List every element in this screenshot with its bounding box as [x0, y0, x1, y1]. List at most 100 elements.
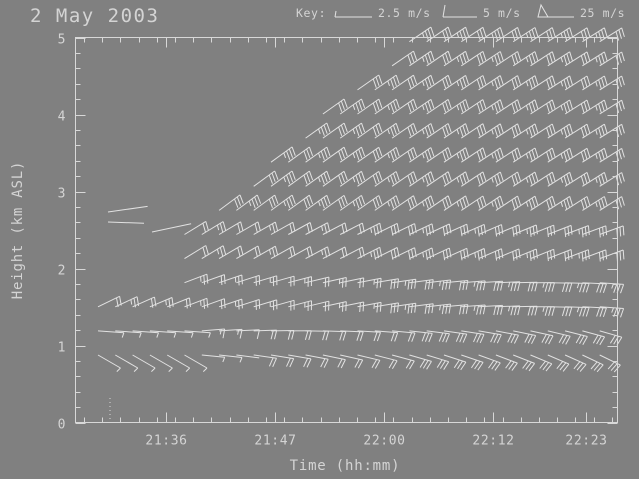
- wind-barb: [564, 27, 591, 43]
- wind-barb: [530, 224, 556, 238]
- wind-barb: [288, 170, 314, 187]
- wind-barb: [357, 122, 383, 139]
- wind-barb: [478, 171, 504, 187]
- wind-barb: [443, 354, 467, 371]
- wind-barb: [426, 50, 452, 67]
- wind-barb: [409, 98, 435, 115]
- y-axis-tick-labels: 0 1 2 3 4 5: [58, 33, 66, 433]
- wind-barb: [409, 195, 435, 211]
- x-tick-label: 21:36: [145, 434, 187, 449]
- wind-barb: [495, 281, 521, 292]
- wind-barb: [564, 249, 590, 262]
- wind-barb: [461, 171, 487, 187]
- wind-barb: [270, 245, 296, 260]
- wind-barb: [426, 354, 450, 370]
- wind-barb: [184, 273, 209, 285]
- wind-barb: [478, 248, 504, 261]
- wind-barb: [201, 354, 226, 363]
- wind-barb: [530, 99, 556, 115]
- wind-barb: [443, 50, 469, 67]
- wind-barb: [322, 354, 346, 369]
- wind-barb: [512, 75, 539, 91]
- x-axis-label: Time (hh:mm): [290, 458, 401, 474]
- wind-barb: [236, 274, 261, 286]
- wind-barb: [478, 51, 504, 67]
- key-symbol-full-barb: [442, 4, 477, 18]
- wind-barb: [391, 74, 418, 91]
- wind-barb: [201, 274, 226, 286]
- wind-barb: [201, 245, 227, 260]
- key-legend: Key: 2.5 m/s 5 m/s 25 m/s: [296, 3, 625, 20]
- wind-barb: [218, 194, 244, 211]
- wind-barb: [530, 123, 556, 139]
- wind-barb: [339, 146, 366, 163]
- wind-barb: [270, 146, 296, 163]
- wind-barb: [513, 281, 538, 292]
- wind-barb: [322, 122, 348, 139]
- wind-barb: [495, 330, 519, 344]
- wind-barb: [582, 51, 608, 67]
- wind-barb: [305, 222, 331, 235]
- wind-barb: [461, 50, 487, 67]
- wind-barb: [582, 171, 608, 187]
- wind-barb: [322, 222, 348, 235]
- wind-barb: [374, 74, 400, 91]
- wind-barb: [409, 147, 435, 163]
- wind-barb: [478, 147, 504, 163]
- wind-barb: [443, 99, 469, 115]
- wind-barb: [512, 51, 539, 67]
- wind-barb: [443, 171, 469, 187]
- wind-barb: [547, 330, 571, 345]
- wind-barb: [357, 330, 381, 342]
- wind-barb: [564, 75, 591, 91]
- wind-barb: [288, 354, 312, 368]
- wind-barb: [461, 99, 487, 115]
- wind-barb: [184, 297, 209, 309]
- x-tick-label: 22:00: [363, 434, 405, 449]
- wind-barb: [409, 303, 434, 314]
- wind-barb: [564, 354, 587, 372]
- wind-barb: [253, 299, 278, 311]
- wind-barb: [495, 123, 521, 139]
- wind-barb: [547, 99, 573, 115]
- x-tick-label: 22:23: [565, 434, 607, 449]
- wind-barb: [151, 223, 192, 233]
- wind-barb: [564, 196, 591, 211]
- wind-barb: [461, 354, 484, 371]
- wind-barb: [547, 27, 573, 43]
- wind-barb: [443, 74, 469, 91]
- wind-barb: [564, 147, 591, 163]
- wind-barb: [322, 330, 347, 341]
- wind-barb: [565, 282, 590, 293]
- wind-barb: [305, 194, 331, 211]
- wind-barb: [512, 195, 539, 211]
- wind-barb: [391, 171, 418, 187]
- wind-barb: [288, 222, 313, 235]
- wind-barb: [167, 297, 191, 309]
- wind-barb: [391, 354, 415, 370]
- wind-barb: [461, 26, 487, 43]
- key-value-2: 25 m/s: [580, 6, 625, 20]
- wind-barb: [409, 50, 435, 67]
- wind-barb: [409, 354, 432, 370]
- wind-barb: [495, 75, 521, 91]
- wind-barb: [374, 122, 400, 139]
- wind-barb: [426, 195, 452, 211]
- page-title: 2 May 2003: [30, 5, 159, 27]
- key-value-1: 5 m/s: [483, 6, 521, 20]
- wind-barb: [253, 221, 279, 235]
- wind-barb: [357, 301, 382, 313]
- wind-barb: [219, 354, 243, 363]
- y-tick-label: 4: [58, 110, 66, 125]
- wind-barb: [582, 249, 608, 262]
- wind-barb: [530, 75, 556, 91]
- wind-barb: [564, 171, 591, 187]
- wind-barb: [236, 245, 261, 260]
- wind-barb: [374, 98, 400, 115]
- wind-barb: [495, 171, 521, 187]
- wind-barb: [236, 221, 261, 235]
- wind-barb: [115, 330, 142, 338]
- wind-barb: [107, 221, 145, 224]
- wind-barb: [322, 194, 348, 211]
